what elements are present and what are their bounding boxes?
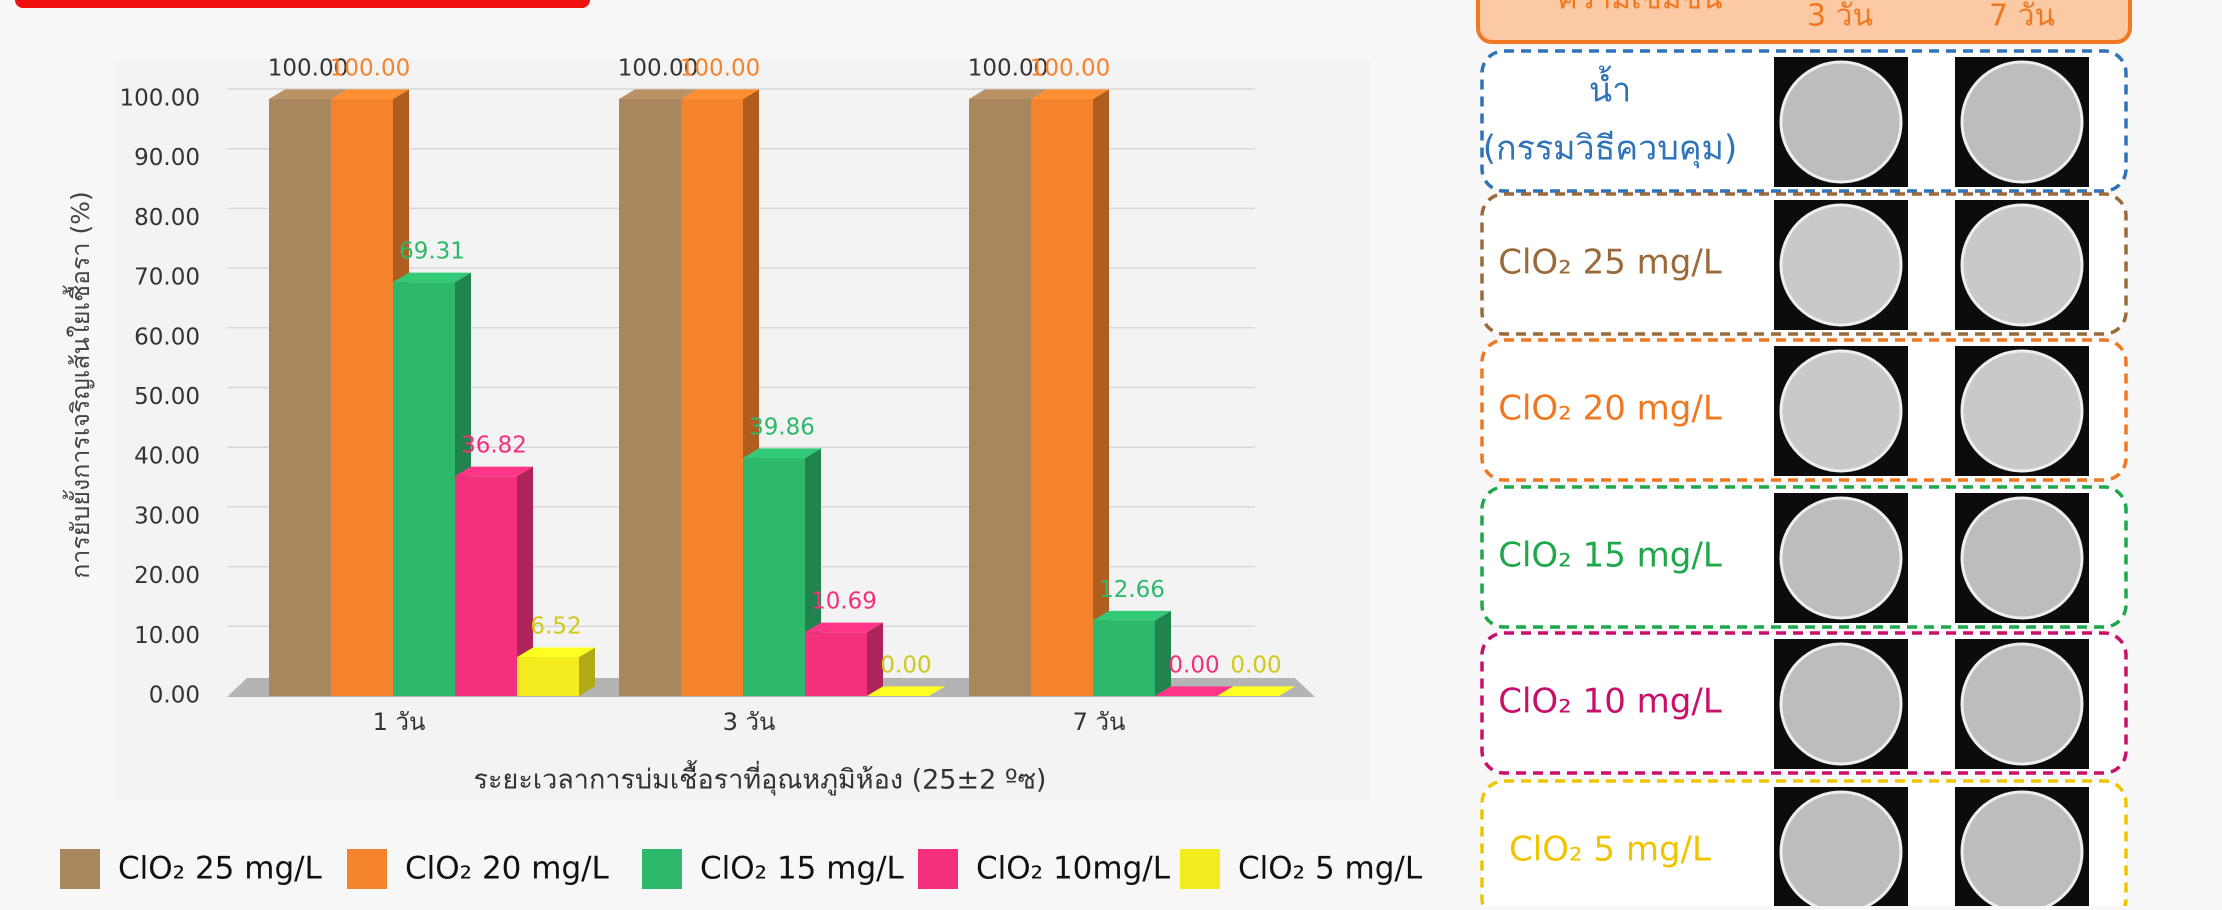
legend-swatch (347, 849, 387, 889)
legend-label: ClO₂ 25 mg/L (118, 851, 323, 887)
bar (455, 476, 517, 696)
petri-dish (1781, 498, 1901, 618)
y-tick-label: 0.00 (149, 683, 200, 709)
bar (1031, 99, 1093, 696)
value-label: 0.00 (1230, 653, 1281, 679)
petri-dish (1962, 351, 2082, 471)
y-tick-label: 30.00 (134, 503, 200, 529)
value-label: 36.82 (461, 433, 527, 459)
y-tick-label: 50.00 (134, 384, 200, 410)
red-banner (15, 0, 590, 8)
bar (969, 99, 1031, 696)
value-label: 100.00 (680, 56, 760, 82)
bar (619, 99, 681, 696)
value-label: 0.00 (880, 653, 931, 679)
bar (517, 657, 579, 696)
panel-header-title: ความเข้มข้น (1557, 0, 1722, 17)
value-label: 10.69 (811, 589, 877, 615)
row-label: ClO₂ 15 mg/L (1498, 536, 1722, 576)
legend-swatch (642, 849, 682, 889)
value-label: 100.00 (330, 56, 410, 82)
value-label: 0.00 (1168, 653, 1219, 679)
bar (393, 282, 455, 696)
row-label: น้ำ (1589, 66, 1631, 111)
legend-swatch (1180, 849, 1220, 889)
legend-label: ClO₂ 10mg/L (976, 851, 1171, 887)
y-tick-label: 90.00 (134, 145, 200, 171)
value-label: 100.00 (1030, 56, 1110, 82)
value-label: 6.52 (530, 614, 581, 640)
page: การยับยั้งการเจริญเส้นใยเชื้อรา (%) ระยะ… (0, 0, 2222, 906)
bar (269, 99, 331, 696)
value-label: 69.31 (399, 239, 465, 265)
y-tick-label: 10.00 (134, 623, 200, 649)
row-label: ClO₂ 10 mg/L (1498, 682, 1722, 722)
bar-side (1093, 89, 1109, 696)
legend-label: ClO₂ 15 mg/L (700, 851, 905, 887)
x-tick-label: 3 วัน (723, 708, 776, 736)
row-label: ClO₂ 20 mg/L (1498, 389, 1722, 429)
y-tick-label: 40.00 (134, 444, 200, 470)
bar (681, 99, 743, 696)
y-tick-label: 60.00 (134, 324, 200, 350)
row-label: ClO₂ 5 mg/L (1509, 830, 1711, 870)
x-tick-label: 1 วัน (373, 708, 426, 736)
petri-dish (1962, 62, 2082, 182)
legend-label: ClO₂ 20 mg/L (405, 851, 610, 887)
panel-column: 7 วัน (1989, 0, 2055, 34)
petri-dish (1781, 205, 1901, 325)
x-tick-label: 7 วัน (1073, 708, 1126, 736)
petri-dish (1962, 205, 2082, 325)
y-tick-label: 100.00 (120, 86, 200, 112)
petri-dish (1962, 498, 2082, 618)
value-label: 12.66 (1099, 577, 1165, 603)
petri-dish (1781, 792, 1901, 906)
bar (331, 99, 393, 696)
row-label: (กรรมวิธีควบคุม) (1483, 129, 1737, 169)
legend-label: ClO₂ 5 mg/L (1238, 851, 1423, 887)
row-label: ClO₂ 25 mg/L (1498, 243, 1722, 283)
petri-dish (1962, 644, 2082, 764)
legend-swatch (60, 849, 100, 889)
petri-dish (1781, 62, 1901, 182)
y-axis-label: การยับยั้งการเจริญเส้นใยเชื้อรา (%) (62, 191, 95, 578)
y-tick-label: 80.00 (134, 205, 200, 231)
y-tick-label: 70.00 (134, 265, 200, 291)
bar (743, 458, 805, 696)
petri-dish (1781, 644, 1901, 764)
panel-column: 3 วัน (1807, 0, 1873, 34)
x-axis-label: ระยะเวลาการบ่มเชื้อราที่อุณหภูมิห้อง (25… (474, 760, 1047, 797)
bar (1093, 620, 1155, 696)
bar (805, 632, 867, 696)
petri-dish (1781, 351, 1901, 471)
value-label: 39.86 (749, 415, 815, 441)
petri-dish (1962, 792, 2082, 906)
y-tick-label: 20.00 (134, 563, 200, 589)
legend-swatch (918, 849, 958, 889)
